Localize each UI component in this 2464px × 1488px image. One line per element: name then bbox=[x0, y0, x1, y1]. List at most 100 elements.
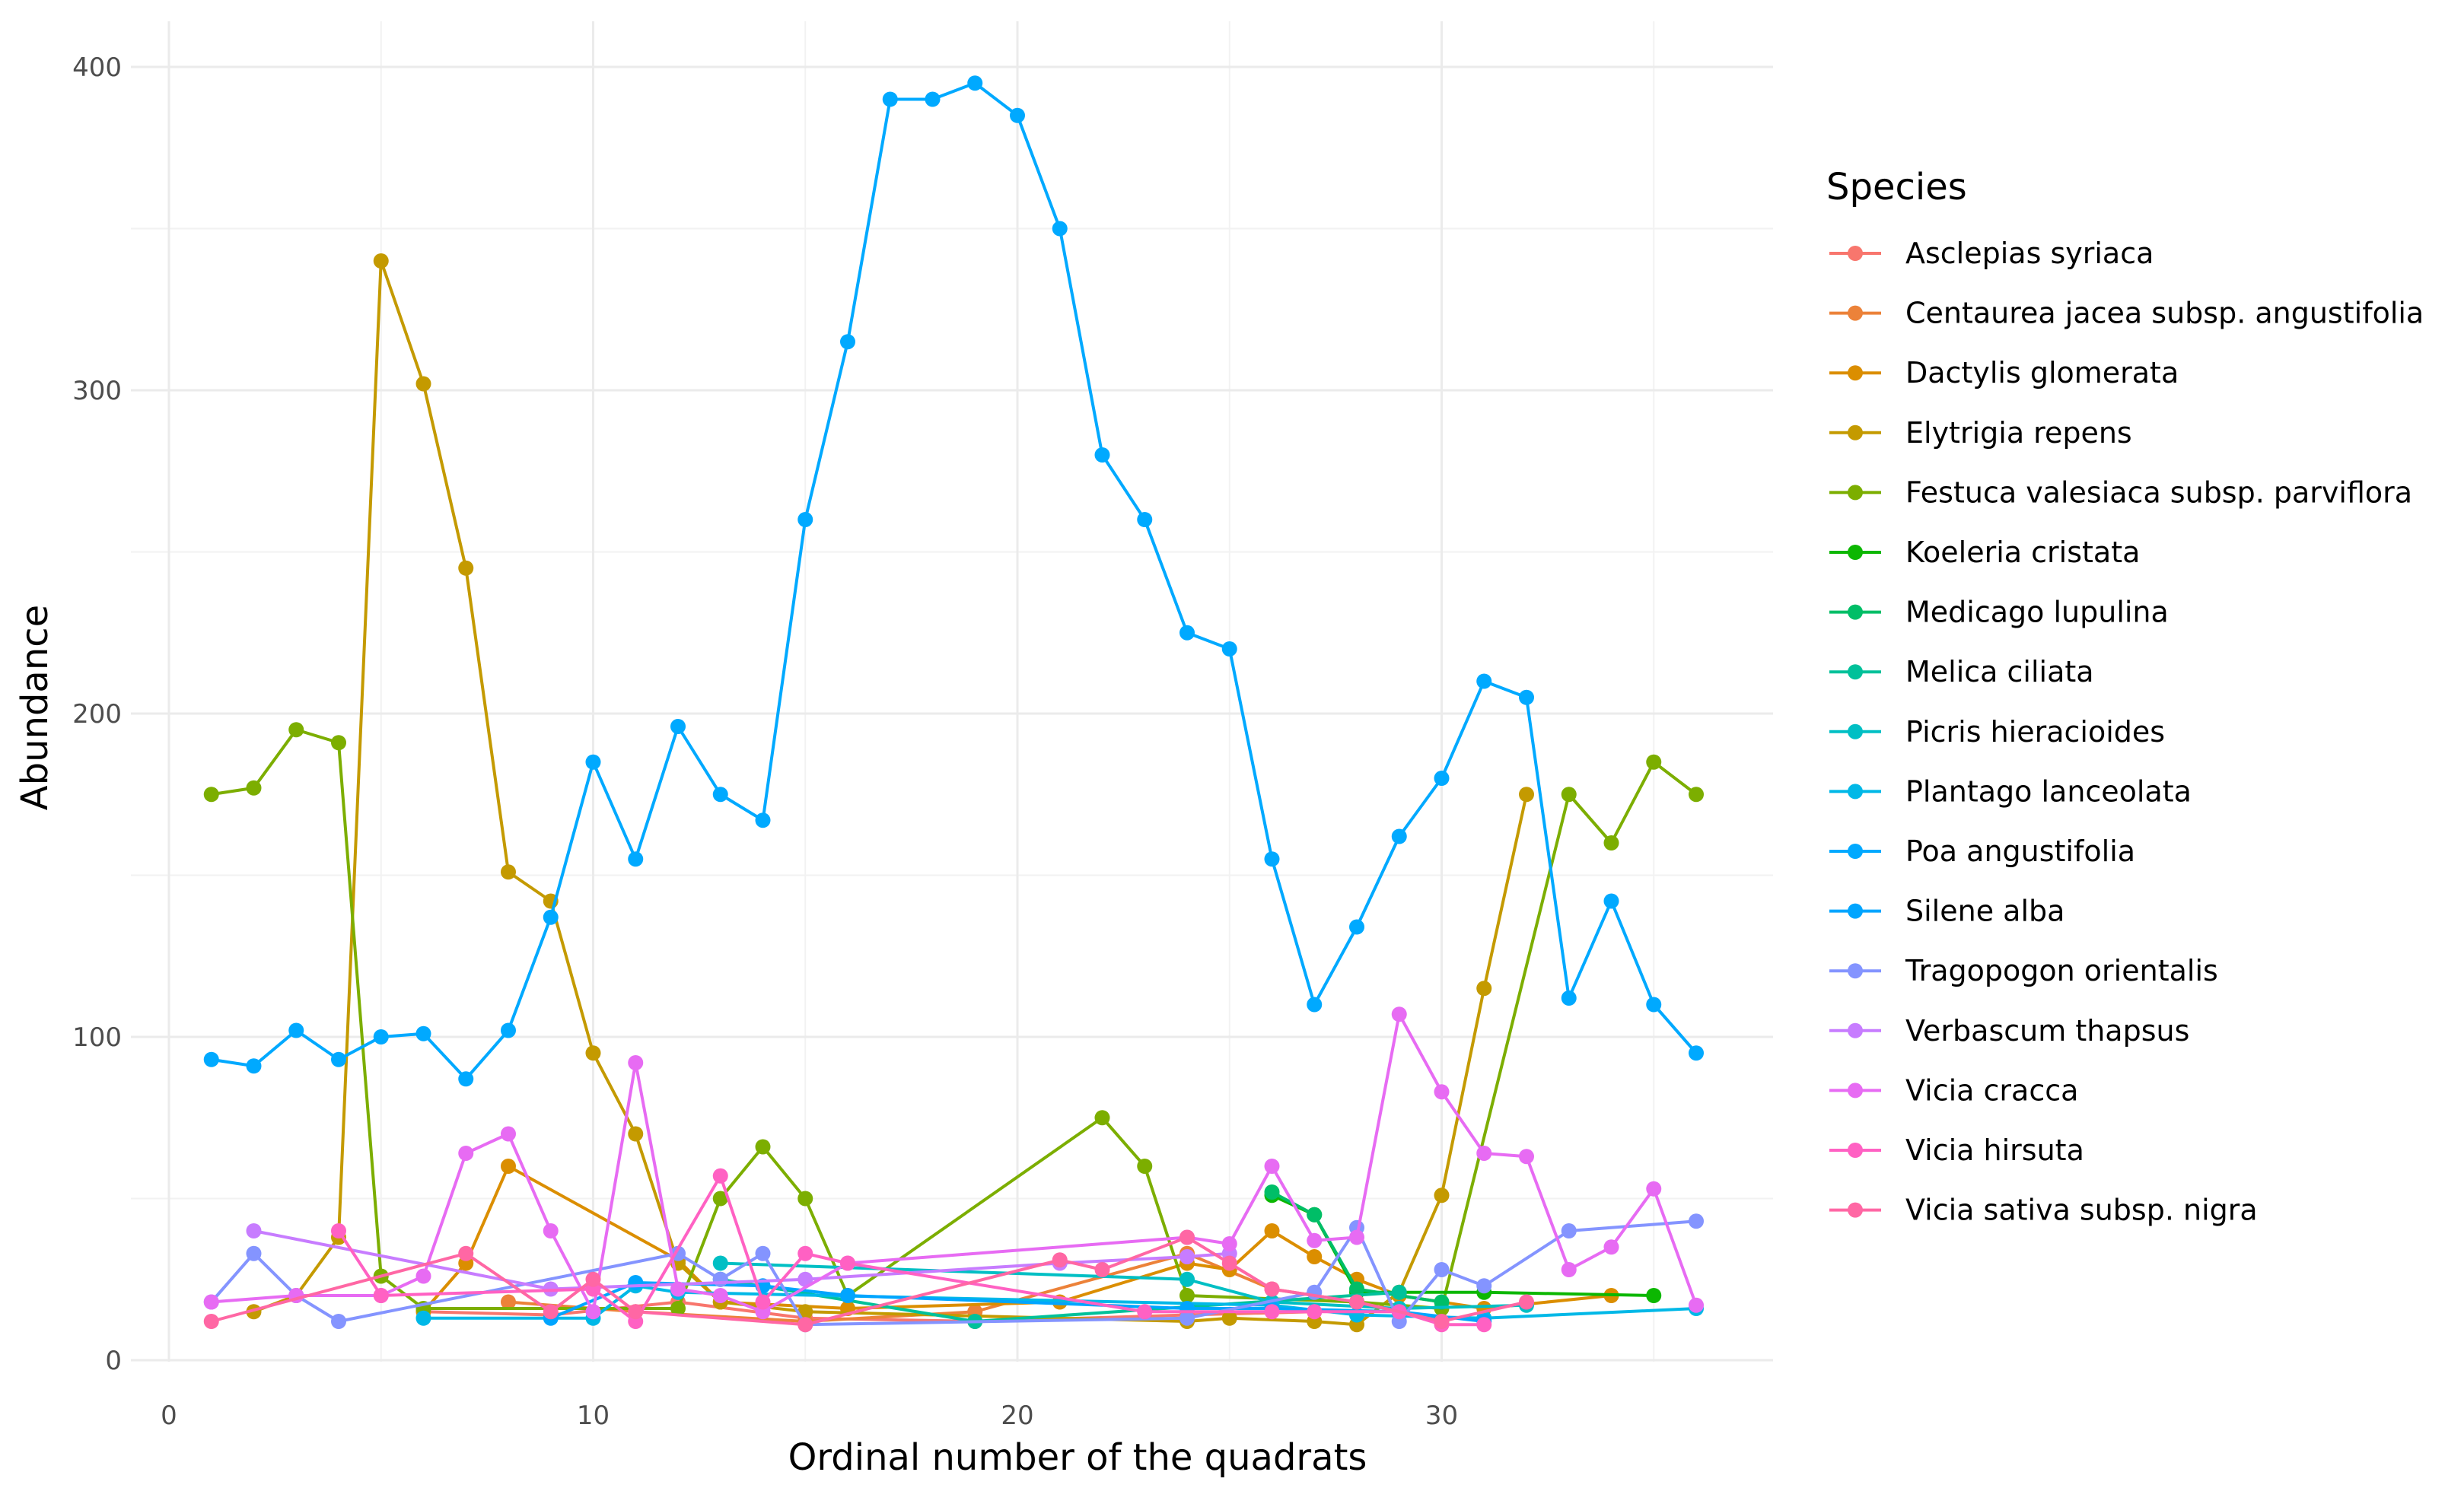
legend-label: Centaurea jacea subsp. angustifolia bbox=[1905, 297, 2424, 330]
data-point bbox=[501, 1159, 516, 1174]
data-point bbox=[1561, 1223, 1577, 1238]
data-point bbox=[967, 75, 983, 91]
y-tick-label: 100 bbox=[72, 1022, 122, 1053]
x-tick-label: 10 bbox=[577, 1401, 610, 1431]
data-point bbox=[670, 1301, 686, 1316]
data-point bbox=[585, 1304, 601, 1320]
data-point bbox=[1391, 828, 1407, 844]
series-10 bbox=[203, 75, 1704, 1087]
series-line bbox=[1271, 1194, 1654, 1297]
legend-key-point bbox=[1848, 844, 1863, 859]
data-point bbox=[373, 1288, 389, 1303]
data-point bbox=[1519, 689, 1534, 705]
data-point bbox=[1094, 1110, 1110, 1126]
data-point bbox=[1179, 1229, 1195, 1245]
legend-label: Vicia cracca bbox=[1905, 1073, 2078, 1107]
data-point bbox=[1349, 1281, 1364, 1297]
legend-title: Species bbox=[1826, 166, 1967, 208]
data-point bbox=[840, 334, 855, 350]
data-point bbox=[1646, 1288, 1662, 1303]
legend-item: Koeleria cristata bbox=[1829, 536, 2140, 569]
x-tick-label: 0 bbox=[161, 1401, 177, 1431]
data-point bbox=[755, 1245, 771, 1261]
series-line bbox=[337, 1174, 1485, 1327]
data-point bbox=[246, 1058, 262, 1074]
data-point bbox=[1179, 625, 1195, 641]
data-point bbox=[501, 1126, 516, 1142]
data-point bbox=[628, 1126, 644, 1142]
data-point bbox=[628, 1055, 644, 1070]
data-point bbox=[203, 1051, 219, 1067]
data-point bbox=[203, 1294, 219, 1310]
data-point bbox=[1137, 1159, 1153, 1174]
grid bbox=[131, 21, 1773, 1362]
data-point bbox=[1307, 1207, 1323, 1223]
data-point bbox=[543, 909, 559, 925]
data-point bbox=[1434, 1084, 1450, 1100]
series-line bbox=[211, 1235, 1527, 1327]
data-point bbox=[501, 1294, 516, 1310]
data-point bbox=[712, 1271, 728, 1287]
legend-items: Asclepias syriaca Centaurea jacea subsp. … bbox=[1829, 237, 2424, 1227]
data-point bbox=[1264, 1304, 1280, 1320]
data-point bbox=[331, 1051, 346, 1067]
data-point bbox=[1519, 1294, 1534, 1310]
data-point bbox=[543, 1223, 559, 1238]
data-point bbox=[585, 754, 601, 770]
data-point bbox=[1689, 787, 1704, 803]
data-point bbox=[373, 1029, 389, 1044]
data-point bbox=[1221, 1236, 1237, 1251]
y-tick-label: 0 bbox=[105, 1346, 122, 1376]
legend-key-point bbox=[1848, 604, 1863, 620]
data-point bbox=[1646, 754, 1662, 770]
data-point bbox=[1391, 1006, 1407, 1022]
legend-label: Dactylis glomerata bbox=[1905, 356, 2179, 389]
data-point bbox=[1603, 893, 1619, 909]
legend-item: Melica ciliata bbox=[1829, 655, 2094, 688]
legend-item: Asclepias syriaca bbox=[1829, 237, 2154, 270]
data-point bbox=[1603, 1239, 1619, 1255]
data-point bbox=[1307, 997, 1323, 1013]
data-point bbox=[1349, 919, 1364, 935]
legend-item: Plantago lanceolata bbox=[1829, 774, 2192, 808]
data-point bbox=[1264, 1281, 1280, 1297]
data-point bbox=[458, 1071, 474, 1087]
series-line bbox=[210, 1219, 1697, 1327]
legend-label: Silene alba bbox=[1905, 895, 2064, 928]
data-point bbox=[203, 787, 219, 803]
data-point bbox=[1476, 1317, 1492, 1333]
legend-label: Medicago lupulina bbox=[1905, 596, 2169, 629]
data-point bbox=[331, 735, 346, 751]
data-point bbox=[246, 1223, 262, 1238]
data-point bbox=[246, 1245, 262, 1261]
legend-item: Vicia cracca bbox=[1829, 1073, 2078, 1107]
data-point bbox=[925, 91, 941, 107]
series-5 bbox=[1264, 1188, 1662, 1303]
data-point bbox=[1603, 835, 1619, 851]
data-point bbox=[1689, 1297, 1704, 1313]
data-point bbox=[1561, 990, 1577, 1006]
legend-key-point bbox=[1848, 1022, 1863, 1038]
legend-label: Verbascum thapsus bbox=[1905, 1014, 2189, 1048]
data-point bbox=[840, 1255, 855, 1271]
legend-item: Festuca valesiaca subsp. parviflora bbox=[1829, 475, 2412, 509]
legend-key-point bbox=[1848, 784, 1863, 800]
data-point bbox=[1307, 1249, 1323, 1264]
data-point bbox=[1391, 1284, 1407, 1300]
legend-key-point bbox=[1848, 545, 1863, 560]
data-point bbox=[1052, 221, 1068, 237]
series-lines bbox=[203, 75, 1704, 1333]
legend-item: Centaurea jacea subsp. angustifolia bbox=[1829, 297, 2424, 330]
data-point bbox=[1476, 1278, 1492, 1294]
legend-label: Elytrigia repens bbox=[1905, 416, 2132, 450]
data-point bbox=[755, 812, 771, 828]
data-point bbox=[1179, 1310, 1195, 1326]
data-point bbox=[1349, 1229, 1364, 1245]
data-point bbox=[1010, 107, 1025, 123]
data-point bbox=[501, 1022, 516, 1038]
legend-item: Picris hieracioides bbox=[1829, 715, 2165, 749]
y-tick-label: 300 bbox=[72, 376, 122, 406]
data-point bbox=[1476, 1146, 1492, 1161]
data-point bbox=[458, 560, 474, 576]
